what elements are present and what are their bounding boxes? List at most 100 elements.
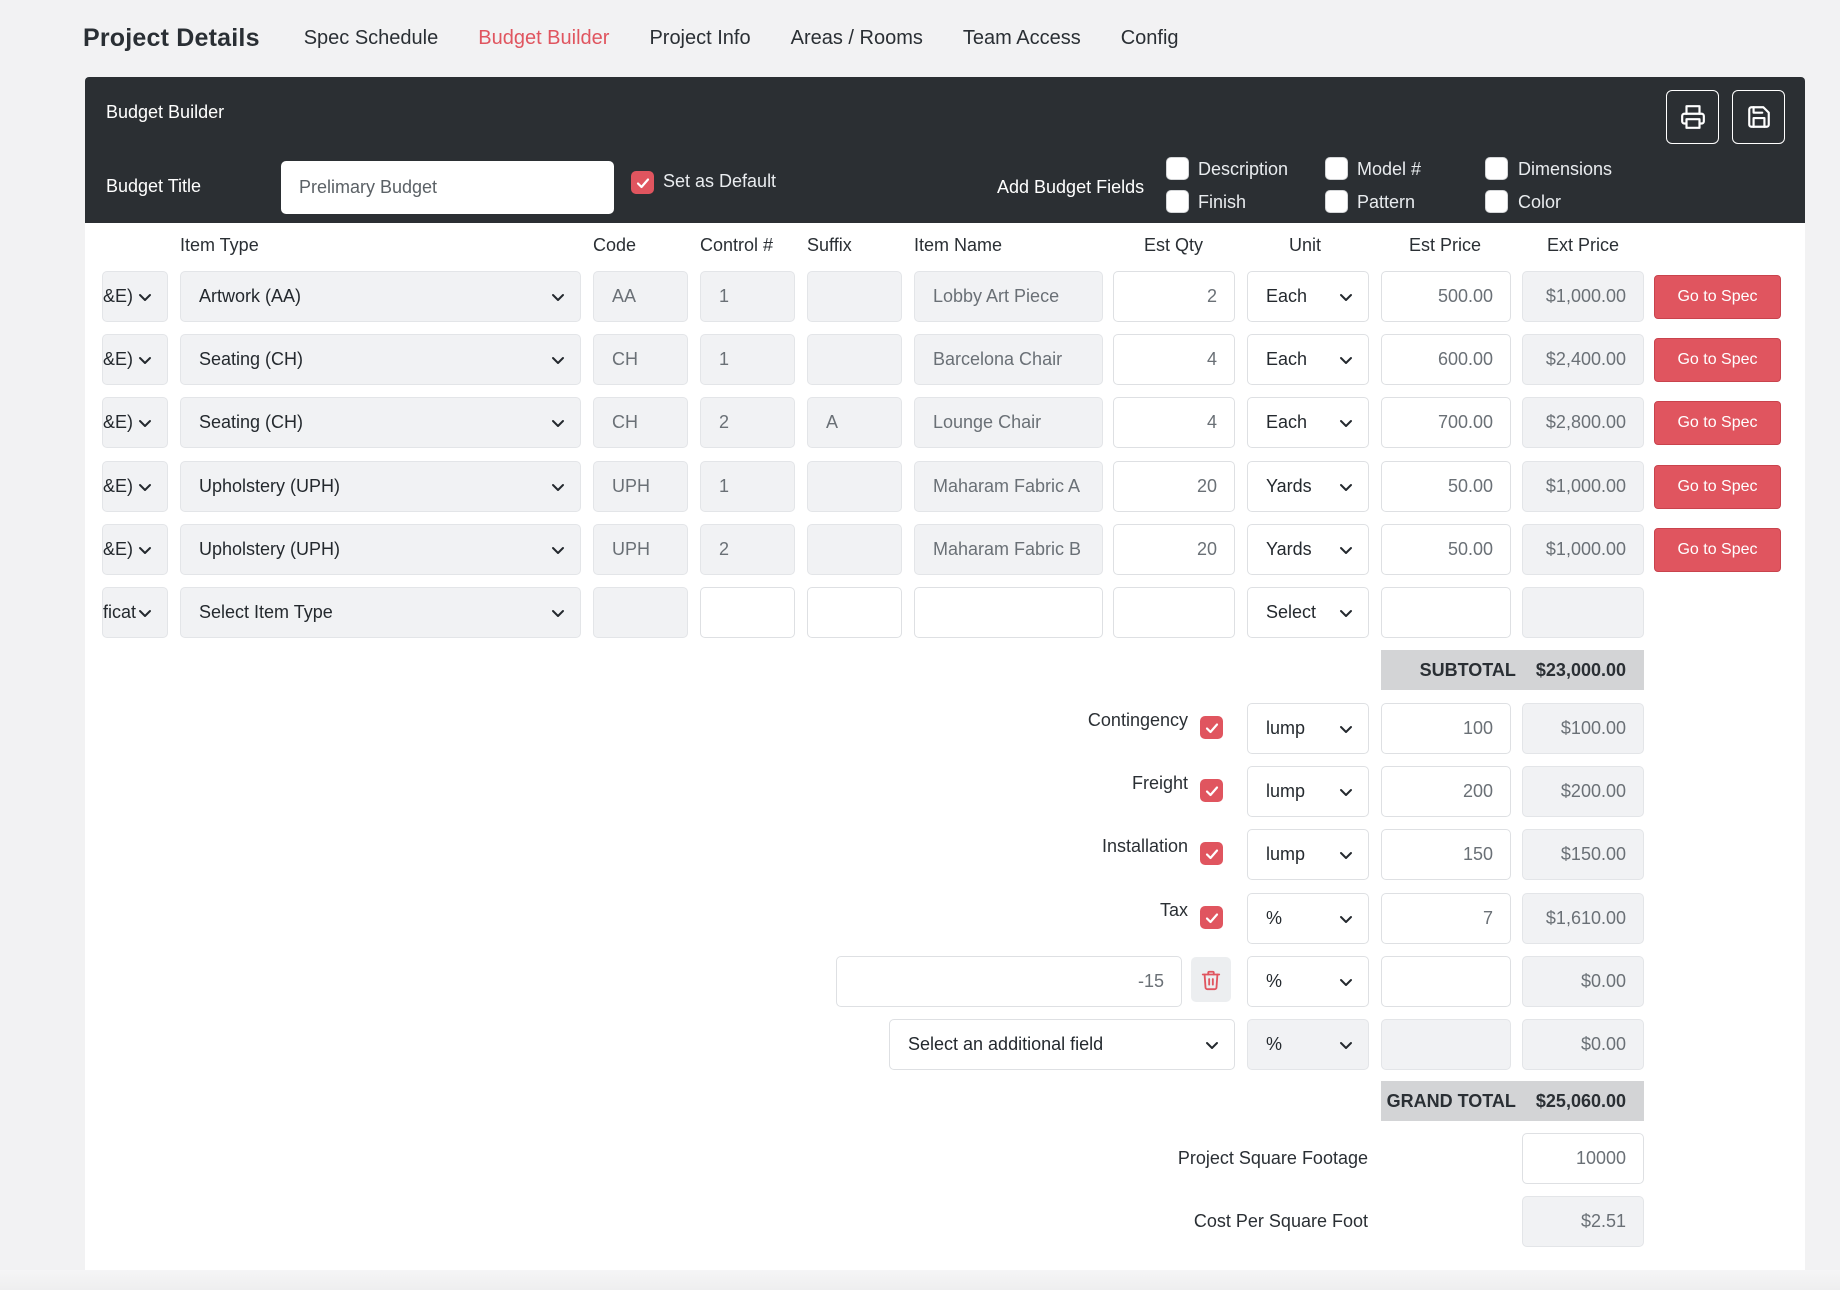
control-field[interactable]: 1 [700,461,795,512]
adjustment-ext: $150.00 [1522,829,1644,880]
price-input[interactable]: 50.00 [1381,524,1511,575]
adjustment-amount-input[interactable]: 7 [1381,893,1511,944]
new-row-control-input[interactable] [700,587,795,638]
new-row-item-name-input[interactable] [914,587,1103,638]
category-select[interactable]: &E) [102,397,168,448]
tab-config[interactable]: Config [1120,26,1179,49]
additional-field-select[interactable]: Select an additional field [889,1019,1235,1070]
chevron-down-icon [139,483,151,491]
control-field[interactable]: 2 [700,524,795,575]
unit-select[interactable]: Yards [1247,524,1369,575]
go-to-spec-button[interactable]: Go to Spec [1654,401,1781,445]
item-name-field[interactable]: Maharam Fabric A [914,461,1103,512]
price-input[interactable]: 50.00 [1381,461,1511,512]
item-type-select[interactable]: Upholstery (UPH) [180,461,581,512]
price-input[interactable]: 500.00 [1381,271,1511,322]
chevron-down-icon [139,609,151,617]
new-row-ext-price [1522,587,1644,638]
new-row-unit-select[interactable]: Select [1247,587,1369,638]
suffix-field[interactable] [807,461,902,512]
category-select[interactable]: &E) [102,461,168,512]
adjustment-amount-input[interactable]: 100 [1381,703,1511,754]
save-button[interactable] [1732,90,1785,144]
go-to-spec-button[interactable]: Go to Spec [1654,465,1781,509]
delete-adjustment-button[interactable] [1191,957,1231,1002]
item-type-select[interactable]: Artwork (AA) [180,271,581,322]
qty-input[interactable]: 2 [1113,271,1235,322]
qty-input[interactable]: 20 [1113,524,1235,575]
new-row-qty-input[interactable] [1113,587,1235,638]
go-to-spec-button[interactable]: Go to Spec [1654,338,1781,382]
suffix-field[interactable] [807,524,902,575]
tab-project-info[interactable]: Project Info [649,26,751,49]
tab-areas-rooms[interactable]: Areas / Rooms [790,26,923,49]
field-description-checkbox[interactable] [1166,157,1189,180]
qty-input[interactable]: 4 [1113,397,1235,448]
item-name-field[interactable]: Maharam Fabric B [914,524,1103,575]
field-model-checkbox[interactable] [1325,157,1348,180]
tab-budget-builder[interactable]: Budget Builder [478,26,610,49]
category-select[interactable]: &E) [102,524,168,575]
price-input[interactable]: 700.00 [1381,397,1511,448]
adjustment-amount-input[interactable]: 150 [1381,829,1511,880]
print-button[interactable] [1666,90,1719,144]
field-finish-checkbox[interactable] [1166,190,1189,213]
new-row-category-select[interactable]: ficat [102,587,168,638]
field-pattern-checkbox[interactable] [1325,190,1348,213]
item-type-select[interactable]: Upholstery (UPH) [180,524,581,575]
chevron-down-icon [1340,546,1352,554]
item-name-field[interactable]: Lounge Chair [914,397,1103,448]
field-dimensions-checkbox[interactable] [1485,157,1508,180]
qty-input[interactable]: 20 [1113,461,1235,512]
page-title: Project Details [83,23,260,52]
tab-team-access[interactable]: Team Access [962,26,1081,49]
field-color-checkbox[interactable] [1485,190,1508,213]
custom-adjustment-unit-select[interactable]: % [1247,956,1369,1007]
custom-adjustment-amount-input[interactable] [1381,956,1511,1007]
item-type-select[interactable]: Seating (CH) [180,397,581,448]
adjustment-unit-select[interactable]: % [1247,893,1369,944]
square-footage-input[interactable]: 10000 [1522,1133,1644,1184]
tab-spec-schedule[interactable]: Spec Schedule [303,26,439,49]
adjustment-unit-select[interactable]: lump [1247,703,1369,754]
chevron-down-icon [139,293,151,301]
item-name-field[interactable]: Lobby Art Piece [914,271,1103,322]
category-select[interactable]: &E) [102,271,168,322]
new-row-item-type-select[interactable]: Select Item Type [180,587,581,638]
additional-field-amount [1381,1019,1511,1070]
unit-select[interactable]: Each [1247,271,1369,322]
adjustment-checkbox[interactable] [1200,779,1223,802]
unit-select[interactable]: Yards [1247,461,1369,512]
item-type-select[interactable]: Seating (CH) [180,334,581,385]
control-field[interactable]: 1 [700,334,795,385]
chevron-down-icon [552,293,564,301]
go-to-spec-button[interactable]: Go to Spec [1654,275,1781,319]
adjustment-amount-input[interactable]: 200 [1381,766,1511,817]
additional-field-unit-select[interactable]: % [1247,1019,1369,1070]
suffix-field[interactable] [807,271,902,322]
control-field[interactable]: 2 [700,397,795,448]
adjustment-unit-select[interactable]: lump [1247,829,1369,880]
suffix-field[interactable]: A [807,397,902,448]
custom-adjustment-input[interactable]: -15 [836,956,1182,1007]
new-row-price-input[interactable] [1381,587,1511,638]
ext-price: $1,000.00 [1522,271,1644,322]
adjustment-checkbox[interactable] [1200,906,1223,929]
budget-title-input[interactable] [281,161,614,214]
set-default-checkbox[interactable] [631,171,654,194]
trash-icon [1201,970,1221,990]
category-select[interactable]: &E) [102,334,168,385]
new-row-suffix-input[interactable] [807,587,902,638]
unit-select[interactable]: Each [1247,397,1369,448]
item-name-field[interactable]: Barcelona Chair [914,334,1103,385]
adjustment-unit-select[interactable]: lump [1247,766,1369,817]
qty-input[interactable]: 4 [1113,334,1235,385]
go-to-spec-button[interactable]: Go to Spec [1654,528,1781,572]
control-field[interactable]: 1 [700,271,795,322]
adjustment-checkbox[interactable] [1200,716,1223,739]
set-default-label: Set as Default [663,171,777,191]
suffix-field[interactable] [807,334,902,385]
unit-select[interactable]: Each [1247,334,1369,385]
price-input[interactable]: 600.00 [1381,334,1511,385]
adjustment-checkbox[interactable] [1200,842,1223,865]
